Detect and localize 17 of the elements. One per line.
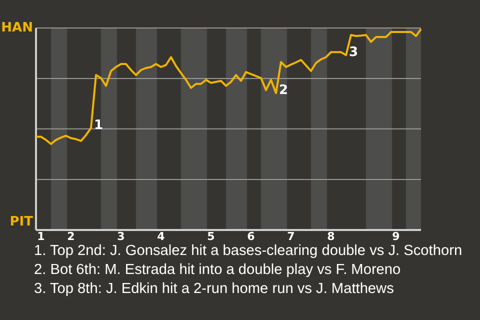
x-tick-label: 5 [207, 230, 215, 243]
annotation: 3 [349, 45, 358, 60]
x-tick-label: 2 [67, 230, 75, 243]
text: 1. Top 2nd: J. Gonsalez hit a bases-clearing double vs J. Scothorn [34, 243, 462, 259]
text: 3. Top 8th: J. Edkin hit a 2-run home run vs J. Matthews [34, 281, 394, 297]
text: PIT [10, 214, 34, 230]
x-tick-label: 4 [157, 230, 166, 243]
annotation: 1 [94, 118, 104, 133]
text: 2. Bot 6th: M. Estrada hit into a double play vs F. Moreno [34, 262, 401, 278]
x-tick-label: 8 [327, 230, 335, 243]
annotation: 2 [279, 83, 288, 98]
x-tick-label: 9 [392, 230, 400, 243]
x-tick-label: 6 [247, 230, 256, 243]
x-tick-label: 1 [37, 230, 45, 243]
x-tick-label: 3 [117, 230, 125, 243]
x-tick-label: 7 [287, 230, 295, 243]
ref-line-label: HAN [1, 20, 33, 36]
